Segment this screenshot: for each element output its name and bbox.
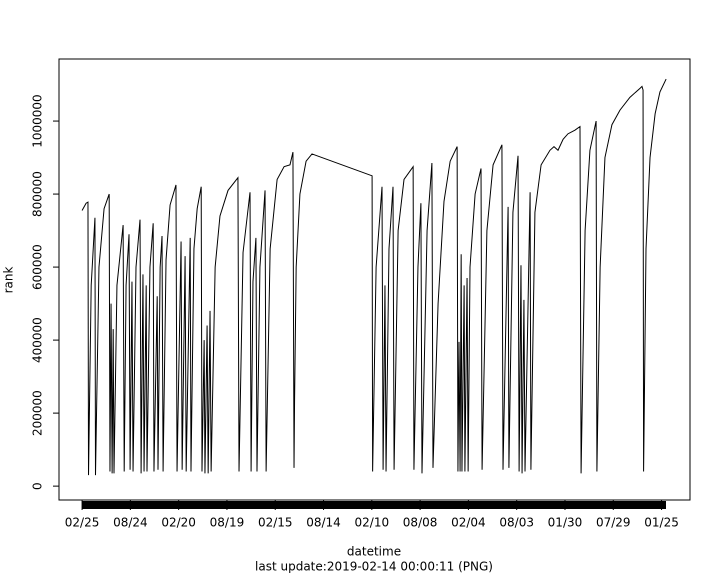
x-tick-label: 02/15 — [258, 516, 293, 530]
minor-tick-rug — [82, 501, 666, 509]
x-tick-label: 07/29 — [596, 516, 631, 530]
y-tick-label: 400000 — [31, 317, 45, 363]
x-tick-label: 08/03 — [499, 516, 534, 530]
y-tick-label: 200000 — [31, 390, 45, 436]
x-tick-label: 02/04 — [451, 516, 486, 530]
y-tick-label: 800000 — [31, 171, 45, 217]
x-tick-label: 08/19 — [210, 516, 245, 530]
plot-frame — [58, 58, 691, 501]
x-axis-label: datetime — [347, 545, 401, 559]
y-tick-label: 600000 — [31, 244, 45, 290]
x-tick-label: 02/25 — [65, 516, 100, 530]
x-tick-label: 08/08 — [403, 516, 438, 530]
x-tick-label: 01/25 — [644, 516, 679, 530]
caption: last update:2019-02-14 00:00:11 (PNG) — [255, 560, 493, 574]
y-axis-label: rank — [2, 267, 16, 294]
line-series — [81, 78, 667, 476]
y-tick-label: 0 — [31, 482, 45, 490]
y-tick-label: 1000000 — [31, 94, 45, 147]
x-tick-label: 02/10 — [355, 516, 390, 530]
x-tick-label: 02/20 — [161, 516, 196, 530]
x-tick-label: 08/14 — [306, 516, 341, 530]
x-tick-label: 01/30 — [548, 516, 583, 530]
x-tick-label: 08/24 — [113, 516, 148, 530]
